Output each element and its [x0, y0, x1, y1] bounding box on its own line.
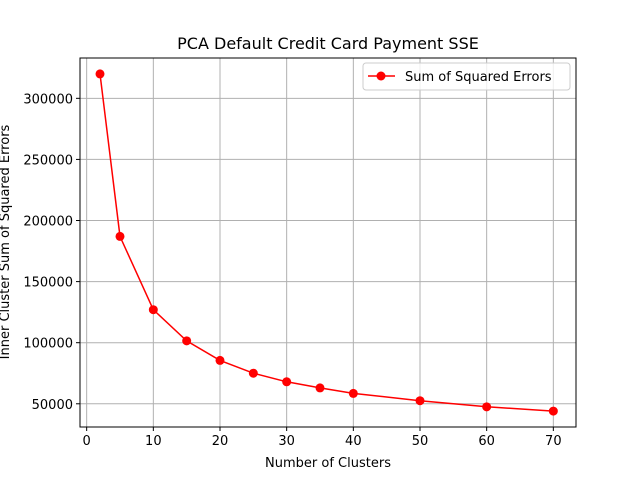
- data-point: [182, 336, 192, 346]
- x-tick-label: 0: [83, 434, 91, 449]
- x-tick-label: 70: [545, 434, 562, 449]
- data-point: [548, 406, 558, 416]
- x-tick-label: 10: [145, 434, 162, 449]
- x-axis-title: Number of Clusters: [265, 456, 391, 471]
- data-point: [415, 396, 425, 406]
- y-axis-ticks: 50000 100000 150000 200000 250000 300000: [23, 92, 80, 413]
- data-point: [215, 355, 225, 365]
- x-tick-label: 40: [345, 434, 362, 449]
- y-axis-title: Inner Cluster Sum of Squared Errors: [0, 124, 13, 359]
- legend-marker-swatch: [376, 71, 386, 81]
- series-line: [99, 73, 554, 412]
- data-point: [248, 368, 258, 378]
- data-point: [115, 231, 125, 241]
- legend-label: Sum of Squared Errors: [405, 70, 552, 85]
- data-point: [95, 69, 105, 79]
- x-tick-label: 60: [478, 434, 495, 449]
- plot-frame: [79, 57, 577, 428]
- data-point: [282, 377, 292, 387]
- legend: Sum of Squared Errors: [362, 62, 571, 91]
- y-tick-label: 200000: [23, 215, 73, 230]
- y-tick-label: 50000: [32, 398, 73, 413]
- y-tick-label: 300000: [23, 92, 73, 107]
- data-point: [315, 383, 325, 393]
- x-tick-label: 20: [212, 434, 229, 449]
- chart-title: PCA Default Credit Card Payment SSE: [177, 34, 479, 53]
- series-layer: [95, 69, 558, 416]
- x-axis-ticks: 0 10 20 30 40 50 60 70: [83, 427, 562, 449]
- legend-box: [362, 62, 571, 91]
- x-tick-label: 30: [278, 434, 295, 449]
- y-tick-label: 100000: [23, 337, 73, 352]
- y-tick-label: 250000: [23, 153, 73, 168]
- y-tick-label: 150000: [23, 276, 73, 291]
- data-point: [148, 305, 158, 315]
- data-point: [482, 402, 492, 412]
- data-point: [348, 388, 358, 398]
- x-tick-label: 50: [412, 434, 429, 449]
- grid: [80, 58, 576, 427]
